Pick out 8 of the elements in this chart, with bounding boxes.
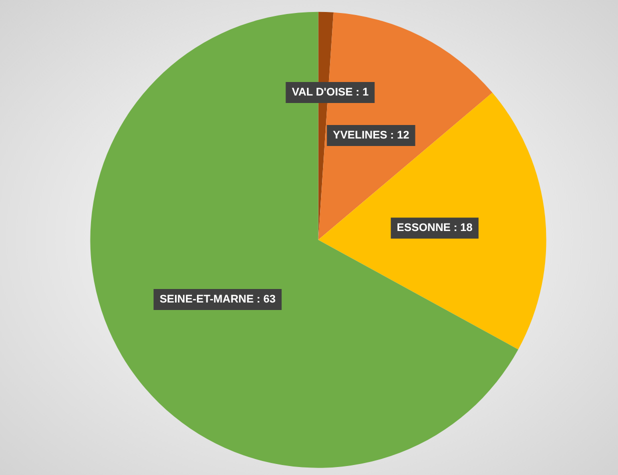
data-label: : 1 — [356, 86, 369, 98]
slice-label: VAL D'OISE — [292, 86, 353, 98]
data-label: : 18 — [454, 222, 473, 234]
slice-label: ESSONNE — [396, 222, 451, 234]
data-label: : 63 — [256, 294, 276, 306]
data-label: : 12 — [390, 129, 410, 142]
slice-label: SEINE-ET-MARNE — [160, 294, 254, 306]
slice-label: YVELINES — [332, 129, 388, 142]
